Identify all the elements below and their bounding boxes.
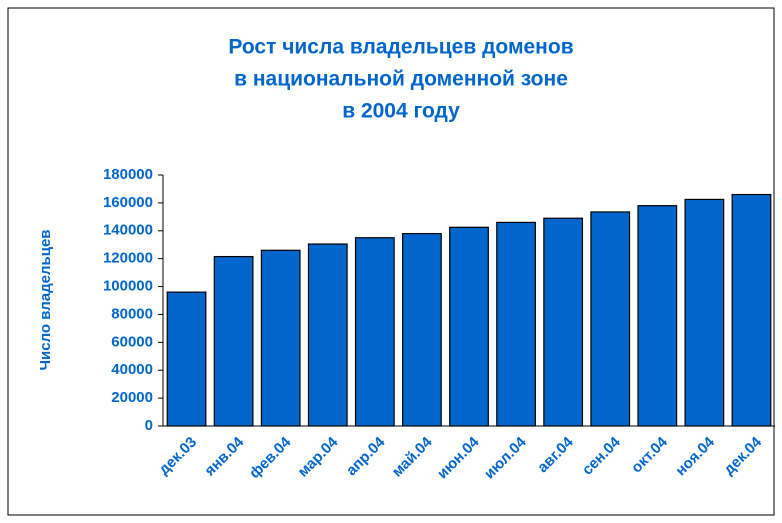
y-tick-label: 120000 [103,250,153,267]
bar [496,221,536,427]
bar [213,255,254,427]
y-tick-label: 160000 [103,194,153,211]
chart-title: в 2004 году [342,100,460,123]
bar [543,217,584,427]
y-tick-label: 140000 [103,222,153,239]
y-axis-label: Число владельцев [37,229,54,370]
y-tick-label: 180000 [103,166,153,183]
bar [590,211,631,427]
bar [354,237,395,427]
chart-title: в национальной доменной зоне [234,68,568,91]
y-tick-label: 0 [145,417,153,434]
bar [731,193,772,427]
bar [637,205,678,427]
y-tick-label: 40000 [111,361,153,378]
y-tick-label: 80000 [111,305,153,322]
chart-title: Рост числа владельцев доменов [228,36,573,59]
bar [166,291,207,427]
bar [307,243,348,427]
y-tick-label: 20000 [111,389,153,406]
bar [684,198,725,427]
bar [260,249,301,427]
bar [402,232,442,427]
bar [449,226,489,427]
y-tick-label: 100000 [103,278,153,295]
y-tick-label: 60000 [111,333,153,350]
